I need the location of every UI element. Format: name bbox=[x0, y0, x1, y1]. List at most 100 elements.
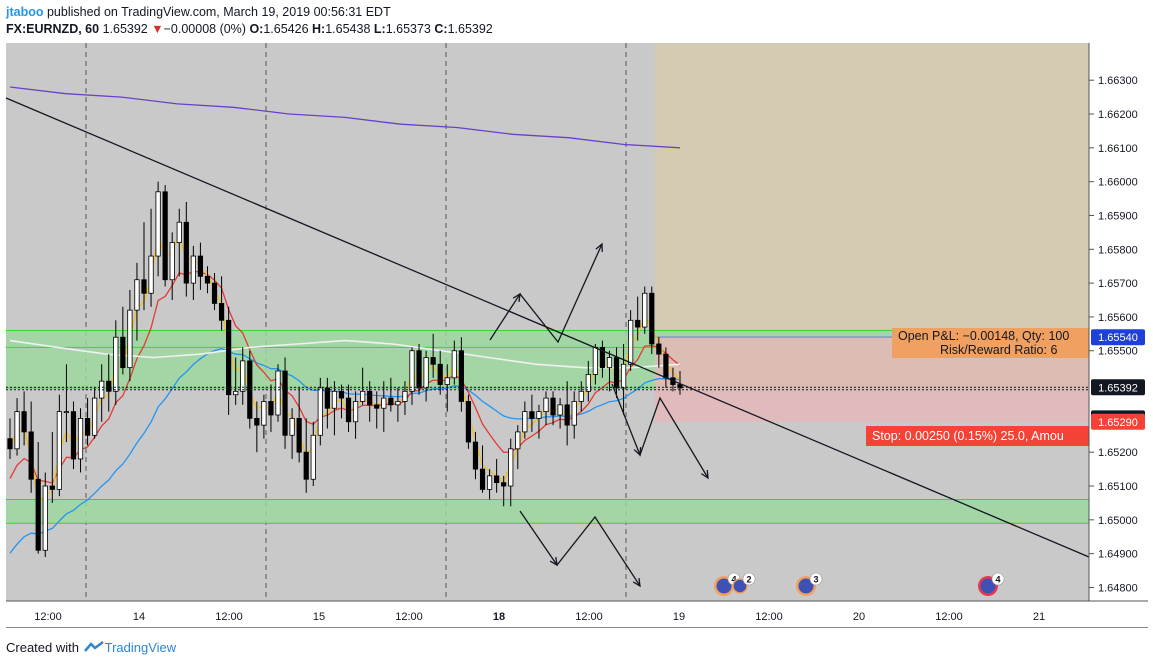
candle-body-84 bbox=[599, 346, 606, 369]
candle-body-20 bbox=[148, 255, 154, 294]
candle-body-82 bbox=[585, 374, 591, 392]
candle-body-92 bbox=[656, 343, 662, 355]
x-tick-label-6[interactable]: 12:00 bbox=[575, 611, 603, 623]
candle-body-77 bbox=[550, 397, 556, 416]
arrow-path-2[interactable] bbox=[611, 383, 709, 479]
x-tick-label-3[interactable]: 15 bbox=[313, 611, 325, 623]
candle-body-15 bbox=[113, 336, 119, 392]
candle-body-26 bbox=[190, 255, 196, 284]
candle-body-36 bbox=[261, 401, 267, 426]
position-labels[interactable]: Open P&L: −0.00148, Qty: 100 Risk/Reward… bbox=[866, 328, 1089, 446]
candle-body-93 bbox=[663, 353, 669, 379]
x-tick-label-1[interactable]: 14 bbox=[133, 611, 145, 623]
arrow-path-0[interactable] bbox=[489, 243, 603, 344]
candle-body-89 bbox=[635, 319, 641, 328]
candle-body-40 bbox=[289, 417, 295, 436]
event-flag-icon-3 bbox=[980, 578, 996, 594]
candle-body-38 bbox=[275, 370, 281, 416]
price-tag-bg-0 bbox=[1091, 329, 1145, 346]
candle-body-1 bbox=[14, 411, 20, 450]
candle-body-49 bbox=[352, 401, 359, 423]
candle-body-70 bbox=[501, 482, 507, 487]
created-with-label: Created with bbox=[6, 640, 79, 655]
price-axis[interactable] bbox=[1089, 43, 1148, 601]
event-count-0: 4 bbox=[731, 575, 736, 585]
price-change: −0.00008 (0%) bbox=[163, 22, 246, 36]
candle-body-4 bbox=[35, 478, 41, 551]
candle-body-12 bbox=[92, 397, 98, 436]
symbol-legend: FX:EURNZD, 60 1.65392 ▼−0.00008 (0%) O:1… bbox=[6, 22, 493, 36]
trendline[interactable] bbox=[5, 97, 1090, 558]
open-label: O: bbox=[249, 22, 264, 36]
event-badge-2 bbox=[809, 572, 823, 586]
candle-body-87 bbox=[620, 363, 627, 389]
candlestick-series bbox=[7, 181, 683, 558]
candle-body-56 bbox=[402, 390, 408, 402]
last-price: 1.65392 bbox=[102, 22, 148, 36]
candle-body-74 bbox=[529, 411, 535, 419]
candle-body-22 bbox=[162, 191, 168, 281]
candle-body-41 bbox=[296, 417, 302, 453]
x-tick-label-9[interactable]: 20 bbox=[853, 611, 865, 623]
candle-body-72 bbox=[515, 431, 521, 450]
candle-body-47 bbox=[338, 390, 345, 399]
y-tick-label-9: 1.65200 bbox=[1098, 447, 1138, 459]
x-tick-label-11[interactable]: 21 bbox=[1033, 611, 1045, 623]
candle-body-24 bbox=[176, 221, 182, 243]
candle-body-32 bbox=[233, 390, 239, 396]
candle-body-6 bbox=[49, 485, 55, 490]
candle-body-59 bbox=[423, 357, 429, 389]
price-tag-label-1: 1.65392 bbox=[1098, 382, 1138, 394]
candle-body-73 bbox=[522, 411, 528, 433]
candle-body-64 bbox=[458, 350, 464, 402]
candle-body-37 bbox=[268, 401, 274, 416]
event-badge-3 bbox=[991, 572, 1005, 586]
candle-body-39 bbox=[282, 370, 288, 436]
session-separators bbox=[85, 43, 627, 601]
high-value: 1.65438 bbox=[325, 22, 371, 36]
x-tick-label-10[interactable]: 12:00 bbox=[935, 611, 963, 623]
candle-body-28 bbox=[204, 275, 211, 284]
x-tick-label-4[interactable]: 12:00 bbox=[395, 611, 423, 623]
projection-arrows[interactable] bbox=[489, 242, 709, 588]
x-tick-label-8[interactable]: 12:00 bbox=[755, 611, 783, 623]
x-tick-label-2[interactable]: 12:00 bbox=[215, 611, 243, 623]
y-tick-label-3: 1.66000 bbox=[1098, 177, 1138, 189]
price-tag-bg-1 bbox=[1091, 379, 1145, 396]
event-flag-icon-1[interactable] bbox=[732, 578, 748, 594]
candle-body-95 bbox=[677, 384, 683, 389]
stop-box[interactable] bbox=[866, 426, 1089, 446]
candle-body-91 bbox=[649, 292, 655, 345]
y-tick-label-11: 1.65000 bbox=[1098, 515, 1138, 527]
change-arrow-icon: ▼ bbox=[151, 22, 164, 36]
pnl-box[interactable] bbox=[892, 328, 1089, 358]
y-tick-label-8: 1.65500 bbox=[1098, 346, 1138, 358]
x-tick-label-0[interactable]: 12:00 bbox=[34, 611, 62, 623]
candle-body-67 bbox=[479, 468, 486, 490]
tradingview-link[interactable]: TradingView bbox=[104, 640, 177, 655]
candle-body-16 bbox=[120, 336, 126, 369]
y-tick-label-7: 1.65600 bbox=[1098, 312, 1138, 324]
candle-body-27 bbox=[197, 255, 204, 277]
x-tick-label-5[interactable]: 18 bbox=[493, 611, 505, 623]
candle-body-68 bbox=[486, 475, 493, 490]
arrow-path-1[interactable] bbox=[519, 510, 641, 587]
price-tag-bg-3 bbox=[1091, 413, 1145, 430]
candle-body-44 bbox=[317, 387, 323, 436]
candle-body-60 bbox=[430, 357, 436, 365]
author-link[interactable]: jtaboo bbox=[6, 5, 44, 19]
time-axis-ticks[interactable]: 12:00 14 12:00 15 12:00 18 12:00 19 12:00 20 12:00… bbox=[34, 611, 1045, 623]
candle-body-3 bbox=[28, 431, 34, 480]
x-tick-label-7[interactable]: 19 bbox=[673, 611, 685, 623]
low-label: L: bbox=[373, 22, 386, 36]
event-count-3: 4 bbox=[995, 575, 1000, 585]
candle-body-75 bbox=[536, 411, 542, 419]
candle-body-43 bbox=[310, 434, 316, 480]
candle-body-29 bbox=[211, 282, 218, 304]
price-tag-label-3: 1.65290 bbox=[1098, 417, 1138, 429]
event-flag-icon-2 bbox=[798, 578, 814, 594]
candle-body-65 bbox=[465, 401, 472, 443]
candle-body-8 bbox=[63, 411, 70, 414]
